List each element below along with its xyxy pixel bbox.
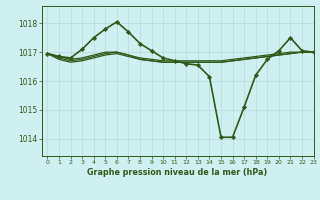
X-axis label: Graphe pression niveau de la mer (hPa): Graphe pression niveau de la mer (hPa) — [87, 168, 268, 177]
